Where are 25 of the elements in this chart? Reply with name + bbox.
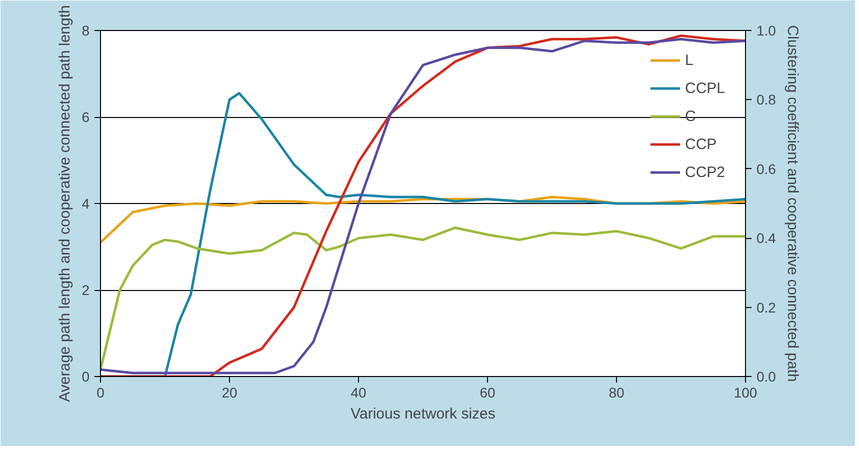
- y-axis-title: Average path length and cooperative connected path length: [56, 5, 74, 402]
- x-tick-label: 100: [734, 384, 758, 400]
- x-tick-label: 20: [222, 384, 238, 400]
- y2-tick-label: 0.4: [756, 230, 776, 246]
- x-tick-label: 80: [608, 384, 624, 400]
- line-series: [100, 226, 746, 371]
- y2-tick-label: 0.6: [756, 160, 776, 177]
- y-tick-label: 4: [82, 196, 90, 212]
- y2-tick-label: 0.2: [756, 299, 776, 316]
- y2-tick-label: 0.0: [756, 368, 776, 384]
- x-tick-label: 0: [96, 384, 105, 400]
- legend-label: CCP2: [684, 164, 725, 180]
- y-tick-label: 6: [82, 109, 90, 125]
- y2-tick-label: 0.8: [756, 92, 776, 108]
- y2-axis-title: Clustering coefficient and cooperative connected path: [784, 25, 801, 382]
- y-tick-label: 0: [82, 368, 90, 384]
- x-tick-label: 40: [350, 384, 366, 400]
- x-tick-label: 60: [480, 384, 496, 400]
- y-tick-label: 8: [82, 22, 90, 38]
- y2-tick-label: 1.0: [756, 22, 776, 38]
- legend-label: CCPL: [684, 80, 725, 96]
- legend-label: L: [684, 52, 694, 68]
- y-tick-label: 2: [82, 282, 90, 298]
- legend-label: CCP: [684, 136, 717, 152]
- x-axis-title: Various network sizes: [350, 406, 496, 422]
